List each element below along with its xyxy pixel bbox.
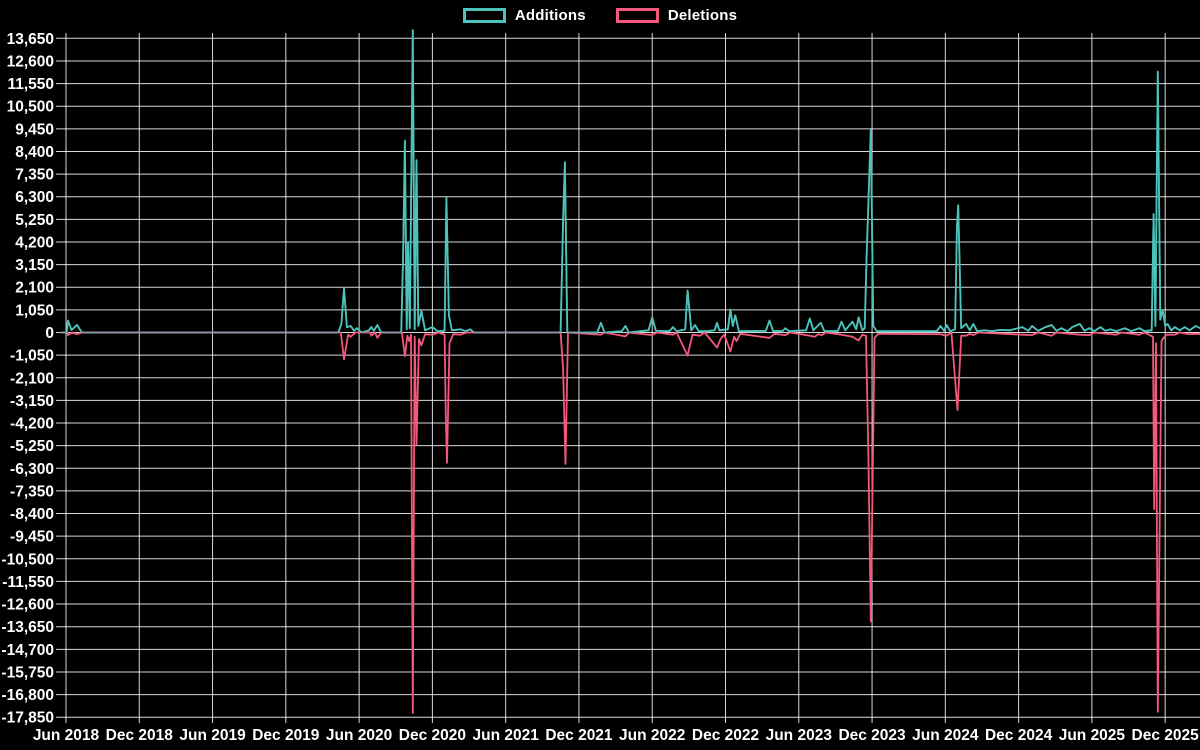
svg-text:0: 0: [45, 325, 54, 342]
svg-text:-12,600: -12,600: [1, 597, 54, 614]
svg-text:Jun 2021: Jun 2021: [472, 727, 539, 744]
svg-text:Jun 2018: Jun 2018: [33, 727, 100, 744]
svg-text:5,250: 5,250: [15, 212, 54, 229]
svg-text:-1,050: -1,050: [10, 348, 54, 365]
svg-text:Jun 2019: Jun 2019: [179, 727, 246, 744]
legend-item-deletions[interactable]: Deletions: [615, 7, 738, 24]
svg-text:12,600: 12,600: [7, 53, 54, 70]
legend-label-deletions: Deletions: [667, 7, 738, 24]
svg-text:6,300: 6,300: [15, 189, 54, 206]
legend-swatch-deletions-icon: [615, 8, 659, 23]
svg-text:-13,650: -13,650: [1, 619, 54, 636]
svg-text:Dec 2018: Dec 2018: [106, 727, 174, 744]
svg-text:7,350: 7,350: [15, 167, 54, 184]
svg-text:Dec 2023: Dec 2023: [838, 727, 906, 744]
svg-text:-14,700: -14,700: [1, 642, 54, 659]
svg-text:-4,200: -4,200: [10, 416, 54, 433]
svg-text:Jun 2025: Jun 2025: [1059, 727, 1126, 744]
svg-text:13,650: 13,650: [7, 31, 54, 48]
svg-text:Dec 2021: Dec 2021: [545, 727, 613, 744]
svg-text:-6,300: -6,300: [10, 461, 54, 478]
svg-text:4,200: 4,200: [15, 234, 54, 251]
svg-text:1,050: 1,050: [15, 302, 54, 319]
svg-text:-3,150: -3,150: [10, 393, 54, 410]
svg-text:Dec 2025: Dec 2025: [1132, 727, 1200, 744]
svg-text:11,550: 11,550: [7, 76, 54, 93]
svg-text:-8,400: -8,400: [10, 506, 54, 523]
svg-text:-16,800: -16,800: [1, 687, 54, 704]
svg-text:-2,100: -2,100: [10, 370, 54, 387]
svg-text:Dec 2022: Dec 2022: [692, 727, 759, 744]
svg-text:10,500: 10,500: [7, 99, 54, 116]
legend-item-additions[interactable]: Additions: [462, 7, 586, 24]
svg-text:-5,250: -5,250: [10, 438, 54, 455]
svg-text:-17,850: -17,850: [1, 710, 54, 727]
svg-text:-10,500: -10,500: [1, 551, 54, 568]
legend-swatch-additions-icon: [462, 8, 506, 23]
svg-text:-9,450: -9,450: [10, 529, 54, 546]
legend-label-additions: Additions: [514, 7, 586, 24]
svg-text:Jun 2022: Jun 2022: [619, 727, 685, 744]
chart-legend: Additions Deletions: [0, 7, 1200, 24]
svg-text:Dec 2020: Dec 2020: [399, 727, 466, 744]
svg-text:2,100: 2,100: [15, 280, 54, 297]
svg-text:9,450: 9,450: [15, 121, 54, 138]
svg-text:3,150: 3,150: [15, 257, 54, 274]
svg-text:Jun 2020: Jun 2020: [326, 727, 392, 744]
svg-text:Jun 2024: Jun 2024: [912, 727, 979, 744]
svg-text:Jun 2023: Jun 2023: [766, 727, 833, 744]
svg-text:-7,350: -7,350: [10, 483, 54, 500]
svg-text:Dec 2024: Dec 2024: [985, 727, 1053, 744]
svg-text:-11,550: -11,550: [2, 574, 54, 591]
svg-text:-15,750: -15,750: [1, 664, 54, 681]
svg-text:8,400: 8,400: [15, 144, 54, 161]
svg-text:Dec 2019: Dec 2019: [252, 727, 320, 744]
